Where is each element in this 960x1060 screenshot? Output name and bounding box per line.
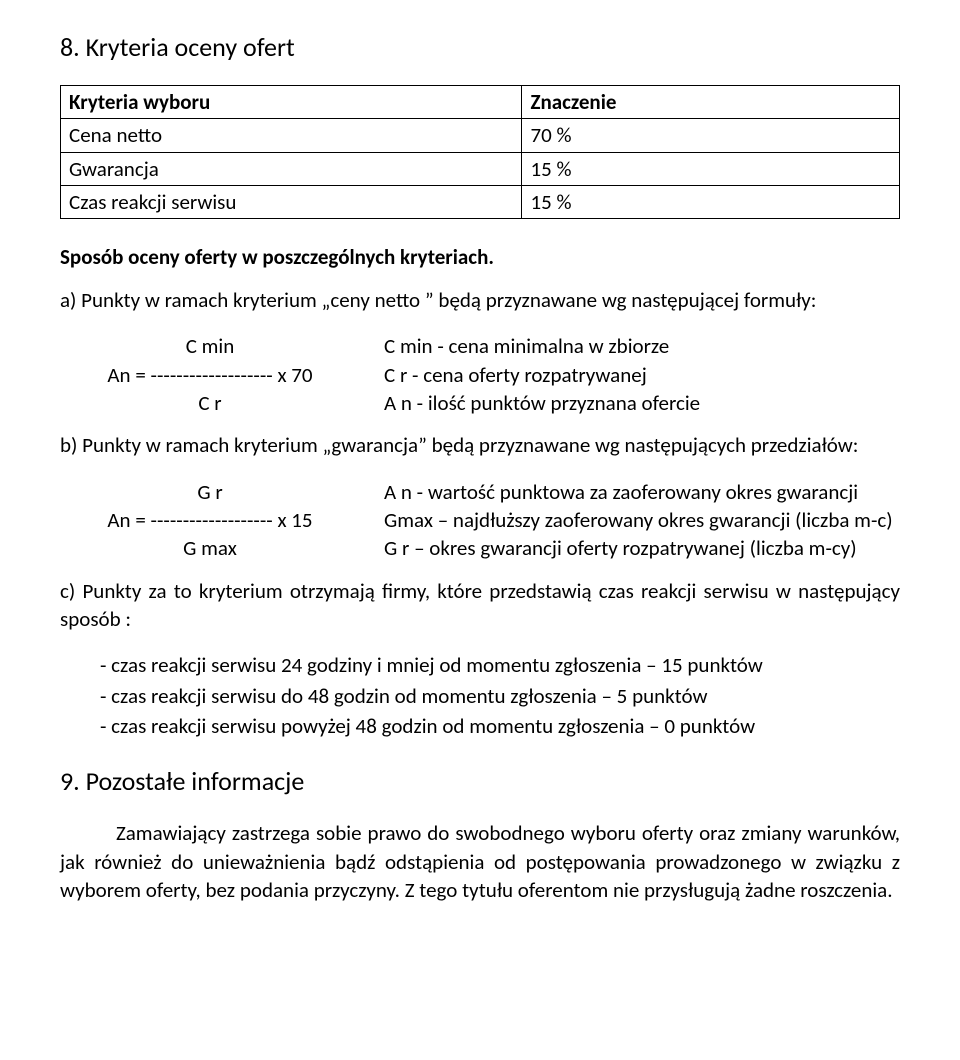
- criteria-cell: 70 %: [522, 119, 900, 152]
- criteria-cell: Cena netto: [61, 119, 522, 152]
- criteria-b-intro: b) Punkty w ramach kryterium „gwarancja”…: [60, 431, 900, 459]
- formula-b: G r A n - wartość punktowa za zaoferowan…: [60, 478, 900, 563]
- criteria-c-bullets: - czas reakcji serwisu 24 godziny i mnie…: [60, 651, 900, 740]
- formula-b-desc-1: A n - wartość punktowa za zaoferowany ok…: [360, 478, 900, 506]
- formula-a-mid: An = ------------------- x 70: [60, 361, 360, 389]
- criteria-cell: 15 %: [522, 186, 900, 219]
- formula-b-desc-3: G r – okres gwarancji oferty rozpatrywan…: [360, 534, 900, 562]
- formula-a-top: C min: [60, 332, 360, 360]
- formula-a-desc-2: C r - cena oferty rozpatrywanej: [360, 361, 900, 389]
- formula-b-top: G r: [60, 478, 360, 506]
- section-9-title: 9. Pozostałe informacje: [60, 764, 900, 799]
- formula-a: C min C min - cena minimalna w zbiorze A…: [60, 332, 900, 417]
- document-page: 8. Kryteria oceny ofert Kryteria wyboru …: [0, 0, 960, 958]
- formula-b-mid: An = ------------------- x 15: [60, 506, 360, 534]
- criteria-cell: 15 %: [522, 152, 900, 185]
- table-row: Gwarancja 15 %: [61, 152, 900, 185]
- formula-b-bot: G max: [60, 534, 360, 562]
- formula-b-desc-2: Gmax – najdłuższy zaoferowany okres gwar…: [360, 506, 900, 534]
- formula-a-desc-3: A n - ilość punktów przyznana ofercie: [360, 389, 900, 417]
- criteria-cell: Czas reakcji serwisu: [61, 186, 522, 219]
- bullet-item: - czas reakcji serwisu powyżej 48 godzin…: [100, 712, 900, 740]
- table-row: Cena netto 70 %: [61, 119, 900, 152]
- formula-a-desc-1: C min - cena minimalna w zbiorze: [360, 332, 900, 360]
- criteria-header-col2: Znaczenie: [522, 86, 900, 119]
- criteria-c-intro: c) Punkty za to kryterium otrzymają firm…: [60, 577, 900, 634]
- criteria-header-col1: Kryteria wyboru: [61, 86, 522, 119]
- criteria-cell: Gwarancja: [61, 152, 522, 185]
- criteria-table: Kryteria wyboru Znaczenie Cena netto 70 …: [60, 85, 900, 219]
- section-8-title: 8. Kryteria oceny ofert: [60, 30, 900, 65]
- criteria-subheading: Sposób oceny oferty w poszczególnych kry…: [60, 243, 900, 271]
- criteria-a-intro: a) Punkty w ramach kryterium „ceny netto…: [60, 286, 900, 314]
- bullet-item: - czas reakcji serwisu 24 godziny i mnie…: [100, 651, 900, 679]
- formula-a-bot: C r: [60, 389, 360, 417]
- section-9-body: Zamawiający zastrzega sobie prawo do swo…: [60, 819, 900, 904]
- bullet-item: - czas reakcji serwisu do 48 godzin od m…: [100, 682, 900, 710]
- table-row: Czas reakcji serwisu 15 %: [61, 186, 900, 219]
- table-row: Kryteria wyboru Znaczenie: [61, 86, 900, 119]
